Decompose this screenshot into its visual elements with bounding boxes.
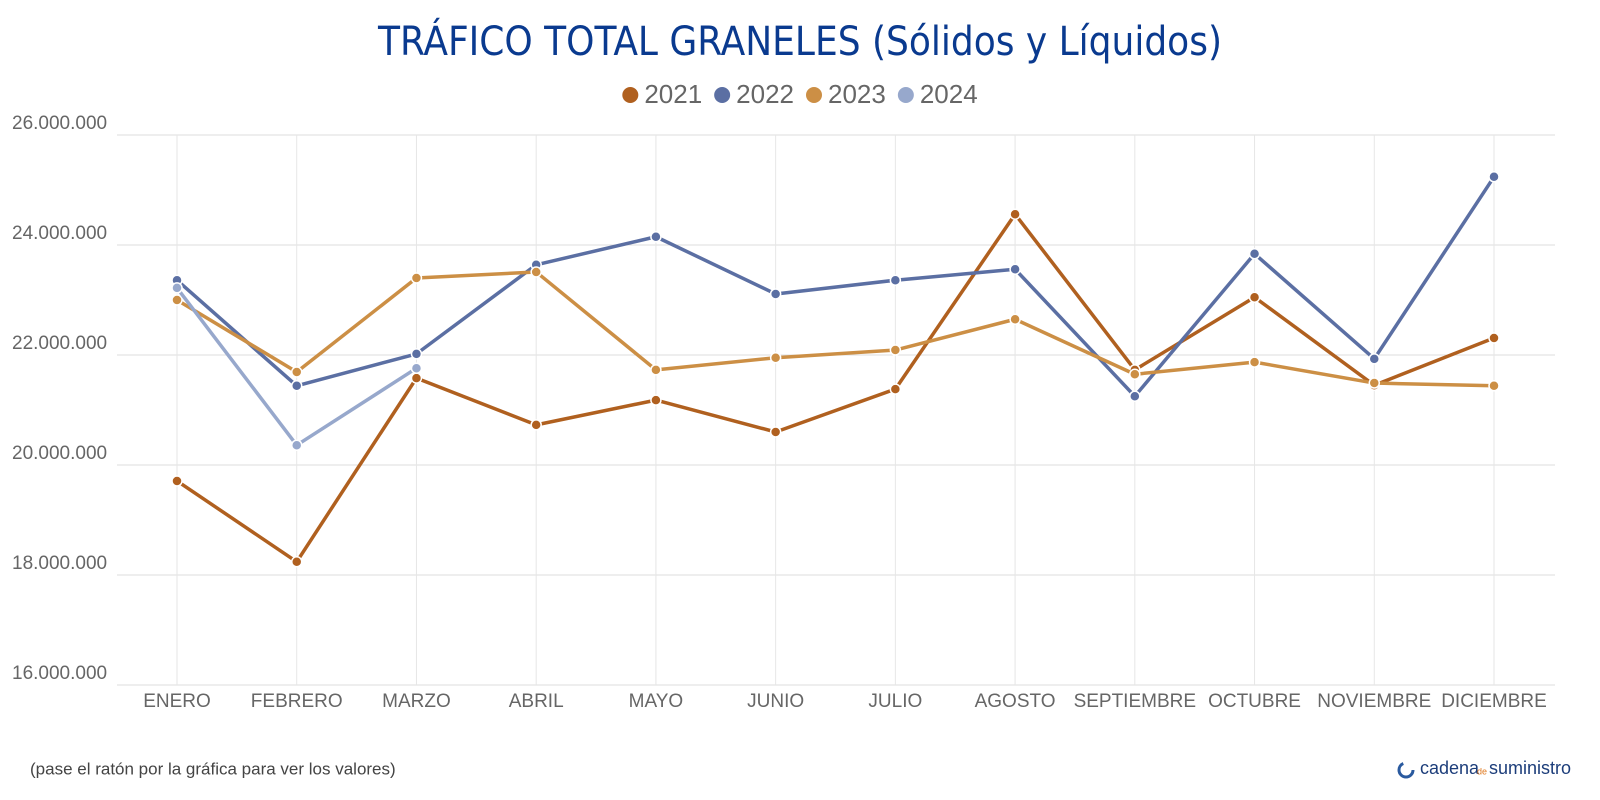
legend-marker bbox=[714, 87, 731, 103]
data-point bbox=[290, 439, 303, 451]
data-point bbox=[290, 366, 303, 378]
data-point bbox=[1009, 208, 1021, 220]
legend-marker bbox=[806, 87, 822, 103]
footnote: (pase el ratón por la gráfica para ver l… bbox=[30, 759, 396, 778]
y-tick-label: 22.000.000 bbox=[12, 333, 107, 354]
data-point bbox=[171, 282, 183, 294]
series-line bbox=[176, 212, 1495, 564]
logo: cadena de suministro bbox=[1397, 758, 1571, 779]
y-tick-label: 20.000.000 bbox=[12, 443, 107, 464]
logo-text: suministro bbox=[1489, 758, 1571, 778]
x-tick-label: SEPTIEMBRE bbox=[1074, 691, 1196, 712]
x-tick-label: NOVIEMBRE bbox=[1317, 691, 1431, 712]
data-point bbox=[171, 294, 183, 306]
x-tick-label: MAYO bbox=[629, 691, 684, 712]
logo-text: cadena bbox=[1420, 758, 1480, 778]
legend-label: 2022 bbox=[736, 79, 794, 109]
data-point bbox=[889, 383, 902, 395]
data-point bbox=[1248, 248, 1261, 260]
x-tick-label: ABRIL bbox=[509, 691, 564, 712]
x-tick-label: ENERO bbox=[143, 691, 211, 712]
y-tick-label: 16.000.000 bbox=[12, 663, 107, 684]
data-point bbox=[769, 288, 782, 300]
data-point bbox=[1009, 263, 1021, 275]
x-tick-label: AGOSTO bbox=[975, 691, 1056, 712]
y-tick-label: 24.000.000 bbox=[12, 223, 107, 244]
data-point bbox=[1488, 332, 1500, 344]
legend-marker bbox=[897, 87, 914, 103]
data-point bbox=[1368, 353, 1381, 365]
data-point bbox=[1488, 380, 1500, 392]
chart-title: TRÁFICO TOTAL GRANELES (Sólidos y Líquid… bbox=[377, 17, 1222, 65]
data-point bbox=[530, 419, 542, 431]
data-point bbox=[650, 364, 662, 376]
data-point bbox=[889, 344, 902, 356]
series-line bbox=[176, 270, 1495, 388]
logo-text: de bbox=[1477, 766, 1487, 776]
data-point bbox=[1488, 171, 1500, 183]
y-tick-label: 18.000.000 bbox=[12, 553, 107, 574]
data-point bbox=[1248, 291, 1261, 303]
legend: 2021 2022 2023 2024 bbox=[622, 79, 978, 109]
data-point bbox=[1129, 390, 1141, 402]
y-tick-label: 26.000.000 bbox=[12, 113, 107, 134]
legend-label: 2024 bbox=[920, 79, 978, 109]
legend-label: 2023 bbox=[828, 79, 886, 109]
legend-marker bbox=[622, 87, 639, 103]
legend-label: 2021 bbox=[644, 79, 702, 109]
data-point bbox=[1129, 368, 1141, 380]
data-point bbox=[290, 380, 303, 392]
data-point bbox=[410, 372, 423, 384]
x-tick-label: JUNIO bbox=[747, 691, 804, 712]
x-tick-label: MARZO bbox=[382, 691, 451, 712]
logo-icon bbox=[1397, 761, 1415, 779]
data-point bbox=[889, 274, 902, 286]
data-point bbox=[769, 426, 782, 438]
x-tick-label: FEBRERO bbox=[251, 691, 343, 712]
data-point bbox=[171, 475, 183, 487]
data-point bbox=[1368, 377, 1381, 389]
data-point bbox=[410, 348, 423, 360]
data-point bbox=[650, 394, 662, 406]
x-tick-label: JULIO bbox=[868, 691, 922, 712]
data-point bbox=[290, 556, 303, 568]
data-point bbox=[410, 272, 423, 284]
x-tick-label: OCTUBRE bbox=[1208, 691, 1301, 712]
x-tick-label: DICIEMBRE bbox=[1441, 691, 1547, 712]
data-point bbox=[650, 231, 662, 243]
data-point bbox=[410, 362, 423, 374]
series-line bbox=[175, 175, 1496, 398]
data-point bbox=[1248, 356, 1261, 368]
data-point bbox=[769, 352, 782, 364]
data-point bbox=[1009, 313, 1021, 325]
data-point bbox=[530, 266, 542, 278]
